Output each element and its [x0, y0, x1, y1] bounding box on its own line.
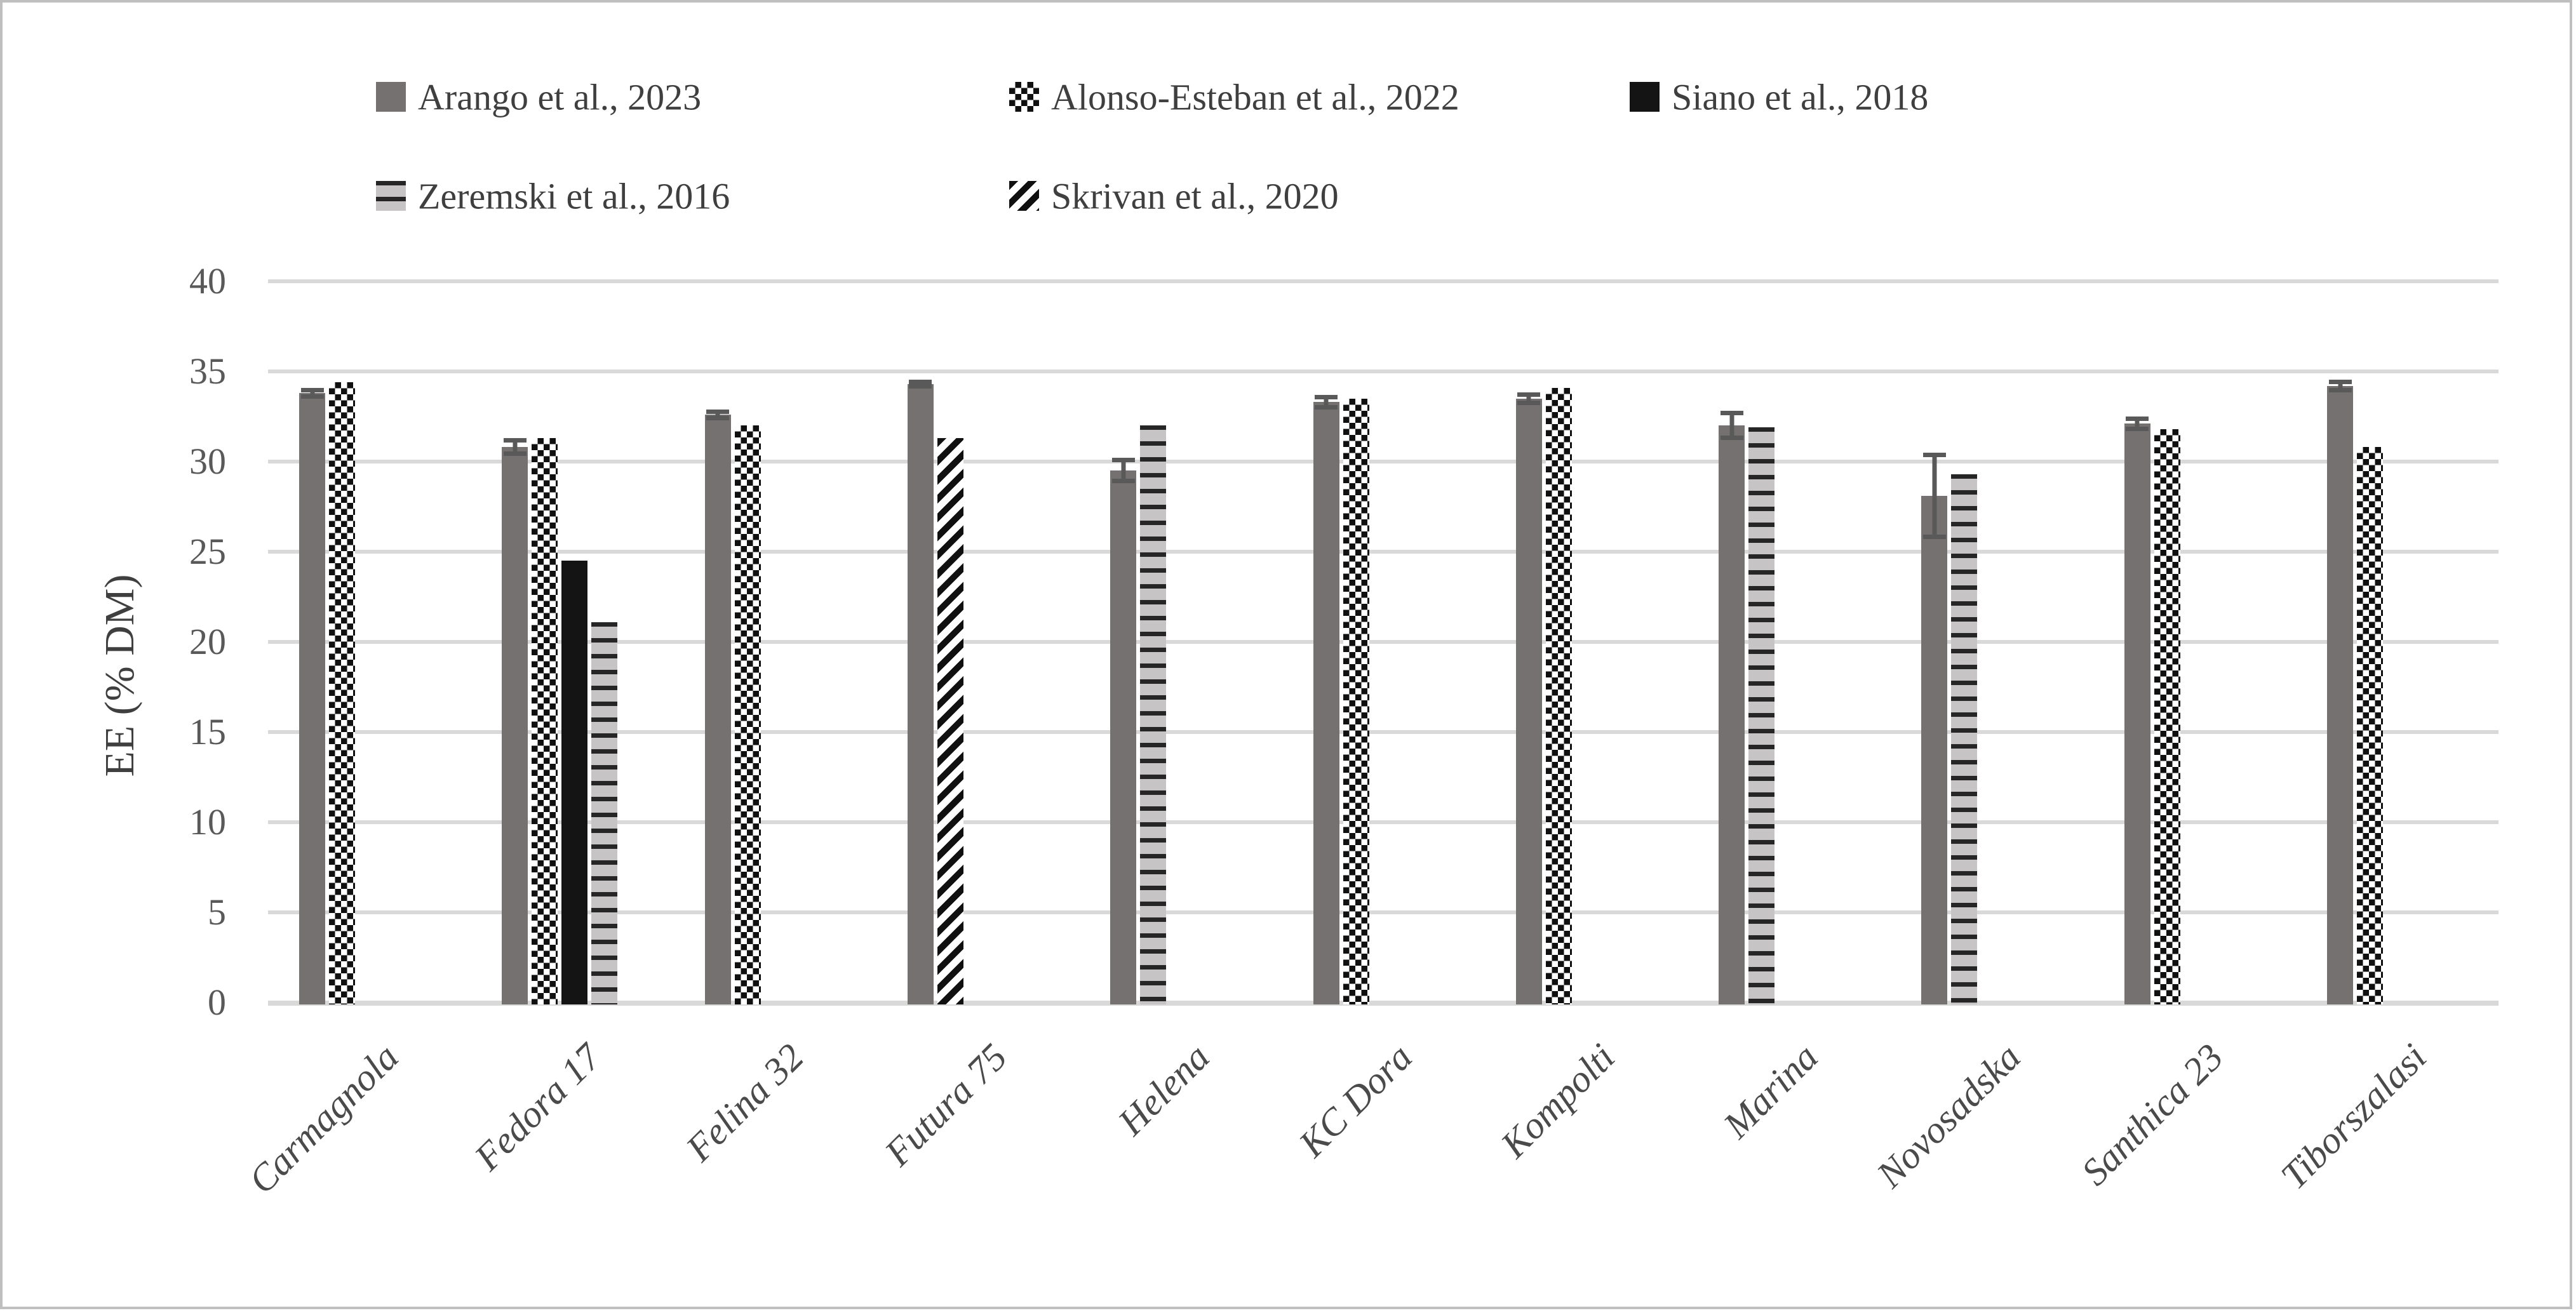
bar-series5-futura-75: [937, 438, 963, 1004]
error-bar-helena: [1111, 458, 1135, 484]
bar-series4-helena: [1140, 425, 1167, 1004]
gridline-5: [268, 910, 2499, 914]
gridline-30: [268, 460, 2499, 463]
error-bar-kompolti: [1517, 392, 1541, 405]
error-bar-fedora-17: [503, 438, 527, 457]
legend-swatch-checkerboard: [1009, 82, 1039, 112]
bar-series1-marina: [1719, 425, 1745, 1004]
bar-series4-fedora-17: [591, 622, 618, 1004]
bar-series2-fedora-17: [532, 438, 558, 1004]
legend-swatch-horizontal-stripes: [376, 181, 406, 211]
bar-series1-kc-dora: [1313, 402, 1339, 1004]
gridline-25: [268, 550, 2499, 554]
error-bar-tiborszalasi: [2328, 379, 2352, 392]
bar-series1-carmagnola: [299, 393, 325, 1004]
bar-series4-novosadska: [1951, 474, 1978, 1004]
y-tick-label-25: 25: [189, 531, 226, 572]
y-tick-label-5: 5: [208, 891, 226, 933]
legend-label: Alonso-Esteban et al., 2022: [1051, 76, 1459, 118]
error-bar-felina-32: [706, 409, 730, 420]
y-tick-label-35: 35: [189, 350, 226, 392]
bar-series1-novosadska: [1921, 495, 1948, 1004]
error-bar-carmagnola: [300, 387, 324, 399]
y-tick-label-15: 15: [189, 711, 226, 752]
legend-label: Zeremski et al., 2016: [418, 175, 730, 217]
legend-swatch-solid-black: [1630, 82, 1660, 112]
error-bar-futura-75: [909, 379, 932, 389]
bar-series3-fedora-17: [561, 561, 588, 1004]
error-bar-santhica-23: [2126, 417, 2149, 431]
legend-swatch-solid-gray: [376, 82, 406, 112]
legend-label: Siano et al., 2018: [1672, 76, 1929, 118]
gridline-15: [268, 730, 2499, 734]
x-category-label-tiborszalasi: Tiborszalasi: [2272, 1036, 2434, 1197]
bar-series2-kompolti: [1545, 387, 1572, 1004]
bar-series2-carmagnola: [329, 382, 355, 1004]
bar-series2-felina-32: [734, 425, 761, 1004]
bar-series1-felina-32: [704, 415, 731, 1004]
bar-series2-santhica-23: [2154, 429, 2180, 1004]
legend-swatch-diagonal-stripes: [1009, 181, 1039, 211]
bar-series2-tiborszalasi: [2357, 447, 2383, 1004]
gridline-35: [268, 370, 2499, 373]
bar-series1-helena: [1110, 470, 1137, 1004]
error-bar-kc-dora: [1315, 394, 1338, 410]
y-tick-label-0: 0: [208, 982, 226, 1023]
y-tick-label-30: 30: [189, 441, 226, 482]
y-tick-label-20: 20: [189, 621, 226, 662]
bar-series1-futura-75: [907, 383, 934, 1004]
bar-series4-marina: [1748, 427, 1775, 1004]
bar-series1-tiborszalasi: [2327, 385, 2353, 1004]
y-axis-title: EE (% DM): [97, 574, 143, 777]
y-tick-label-40: 40: [189, 260, 226, 302]
y-tick-label-10: 10: [189, 801, 226, 843]
gridline-20: [268, 640, 2499, 644]
gridline-0: [268, 1001, 2499, 1006]
gridline-40: [268, 279, 2499, 283]
bar-series1-santhica-23: [2124, 423, 2150, 1004]
legend-label: Skrivan et al., 2020: [1051, 175, 1339, 217]
bar-series1-kompolti: [1515, 398, 1542, 1004]
error-bar-marina: [1720, 411, 1743, 440]
bar-series2-kc-dora: [1343, 398, 1369, 1004]
gridline-10: [268, 820, 2499, 824]
bar-series1-fedora-17: [502, 447, 528, 1004]
legend-label: Arango et al., 2023: [418, 76, 702, 118]
error-bar-novosadska: [1922, 452, 1946, 540]
